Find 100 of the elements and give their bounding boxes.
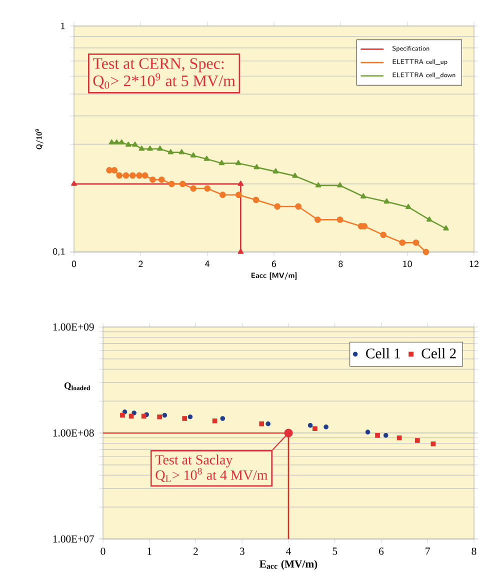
point — [312, 426, 318, 432]
point — [336, 216, 344, 223]
point — [179, 180, 186, 188]
point — [360, 193, 366, 198]
x-tick-label: 4 — [286, 548, 291, 555]
point — [106, 167, 113, 174]
point — [114, 139, 120, 144]
x-tick-label: 0 — [100, 548, 106, 555]
point — [142, 172, 148, 179]
x-tick-label: 1 — [148, 548, 152, 555]
point — [272, 168, 279, 174]
point — [383, 432, 388, 438]
point — [204, 185, 211, 192]
point — [157, 146, 163, 151]
point — [235, 160, 242, 166]
point — [204, 156, 210, 161]
x-tick-label: 0 — [72, 260, 76, 268]
point — [118, 139, 125, 144]
legend-label: Cell 2 — [422, 348, 456, 358]
point — [365, 430, 370, 434]
point — [254, 164, 260, 170]
point — [120, 412, 125, 418]
point — [125, 142, 132, 147]
point — [266, 421, 270, 426]
point — [396, 435, 402, 440]
point — [132, 410, 136, 416]
point — [157, 414, 162, 420]
point — [315, 182, 322, 188]
x-tick-label: 8 — [338, 260, 343, 268]
x-tick-label: 5 — [332, 548, 338, 555]
x-tick-label: 8 — [472, 548, 476, 555]
point — [399, 239, 406, 246]
point — [182, 416, 188, 421]
point — [238, 248, 244, 254]
point — [138, 146, 145, 151]
point — [71, 180, 77, 186]
point — [274, 203, 281, 210]
point — [422, 248, 430, 256]
y-tick-label: 1.00E+08 — [53, 429, 94, 437]
point — [162, 412, 168, 418]
point — [324, 424, 328, 430]
point — [178, 149, 185, 154]
point — [122, 172, 130, 179]
point — [426, 216, 432, 222]
x-tick-label: 10 — [403, 260, 412, 268]
point — [235, 192, 242, 198]
point — [188, 414, 193, 420]
x-tick-label: 2 — [138, 260, 143, 267]
point — [238, 180, 244, 186]
annotation: Test at Saclay — [155, 454, 233, 468]
y-tick-label: 1.00E+09 — [53, 323, 94, 331]
x-tick-label: 3 — [240, 548, 244, 555]
point — [384, 198, 390, 204]
point — [415, 438, 420, 443]
annotation: Q$_{0}$> 2*10$^{9}$ at 5 MV/m — [93, 73, 236, 89]
point — [141, 414, 146, 419]
x-tick-label: 6 — [379, 548, 384, 555]
point — [443, 225, 449, 230]
point — [108, 139, 115, 144]
y-tick-label: 0,1 — [53, 248, 65, 256]
point — [190, 152, 196, 158]
annotation: Q$_{L}$> 10$^{8}$ at 4 MV/m — [156, 468, 268, 482]
point — [212, 418, 218, 424]
point — [284, 428, 293, 438]
legend-label: Cell 1 — [366, 348, 400, 358]
point — [314, 216, 321, 223]
point — [295, 203, 302, 210]
point — [116, 172, 123, 179]
point — [168, 149, 174, 154]
point — [218, 160, 225, 166]
point — [122, 410, 128, 414]
annotation: Test at CERN, Spec: — [92, 58, 224, 72]
point — [190, 185, 197, 192]
x-tick-label: 12 — [470, 260, 478, 267]
point — [375, 432, 380, 438]
point — [308, 422, 313, 428]
point — [412, 239, 420, 246]
point — [158, 176, 165, 183]
point — [430, 441, 436, 446]
point — [252, 196, 260, 204]
point — [380, 232, 387, 238]
y-axis-title: Q$_{loaded}$ — [64, 382, 90, 390]
point — [337, 182, 343, 188]
point — [219, 192, 226, 198]
point — [149, 176, 156, 183]
point — [259, 421, 264, 426]
x-tick-label: 2 — [194, 548, 198, 555]
x-axis-title: E$_{acc}$ (MV/m) — [260, 560, 318, 570]
point — [405, 204, 412, 210]
point — [128, 414, 134, 419]
point — [111, 167, 118, 174]
point — [136, 172, 143, 179]
y-tick-label: 1.00E+07 — [53, 535, 94, 543]
point — [147, 146, 153, 151]
point — [292, 172, 298, 178]
x-tick-label: 6 — [272, 260, 276, 268]
point — [220, 416, 226, 421]
point — [132, 142, 138, 147]
point — [168, 180, 175, 188]
point — [129, 172, 136, 179]
